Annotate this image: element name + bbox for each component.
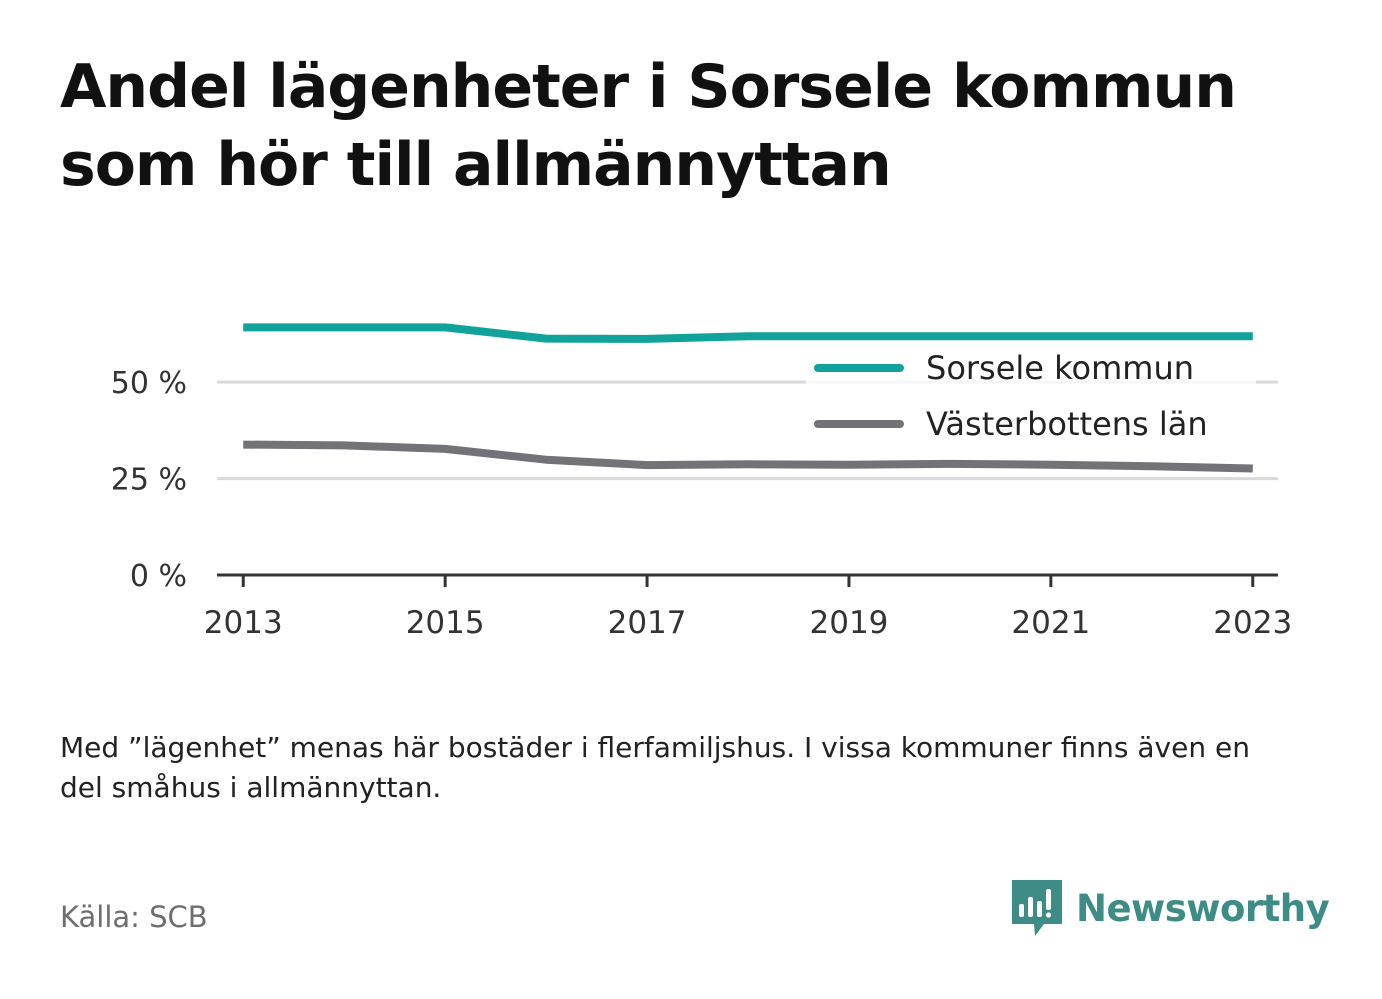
y-tick-labels: 0 % 25 % 50 % [111,366,187,594]
brand-name: Newsworthy [1076,886,1330,930]
chart-title: Andel lägenheter i Sorsele kommun som hö… [60,52,1237,200]
legend: Sorsele kommun Västerbottens län [806,348,1256,456]
y-tick-label: 25 % [111,463,187,498]
x-axis: 2013 2015 2017 2019 2021 2023 [204,573,1292,641]
legend-label: Västerbottens län [926,405,1208,443]
series-line [243,440,1253,473]
x-tick-label: 2021 [1011,605,1090,641]
source-label: Källa: SCB [60,900,208,934]
newsworthy-logo-icon [1012,880,1062,936]
x-tick-label: 2023 [1213,605,1292,641]
legend-label: Sorsele kommun [926,349,1194,387]
brand-logo[interactable]: Newsworthy [1010,878,1330,938]
x-tick-label: 2019 [810,605,889,641]
footnote: Med ”lägenhet” menas här bostäder i fler… [60,731,1250,804]
y-tick-label: 0 % [130,559,187,594]
x-tick-label: 2015 [406,605,485,641]
series-lines [243,323,1253,473]
y-tick-label: 50 % [111,366,187,401]
x-tick-label: 2013 [204,605,283,641]
x-tick-label: 2017 [608,605,687,641]
series-line [243,323,1253,343]
